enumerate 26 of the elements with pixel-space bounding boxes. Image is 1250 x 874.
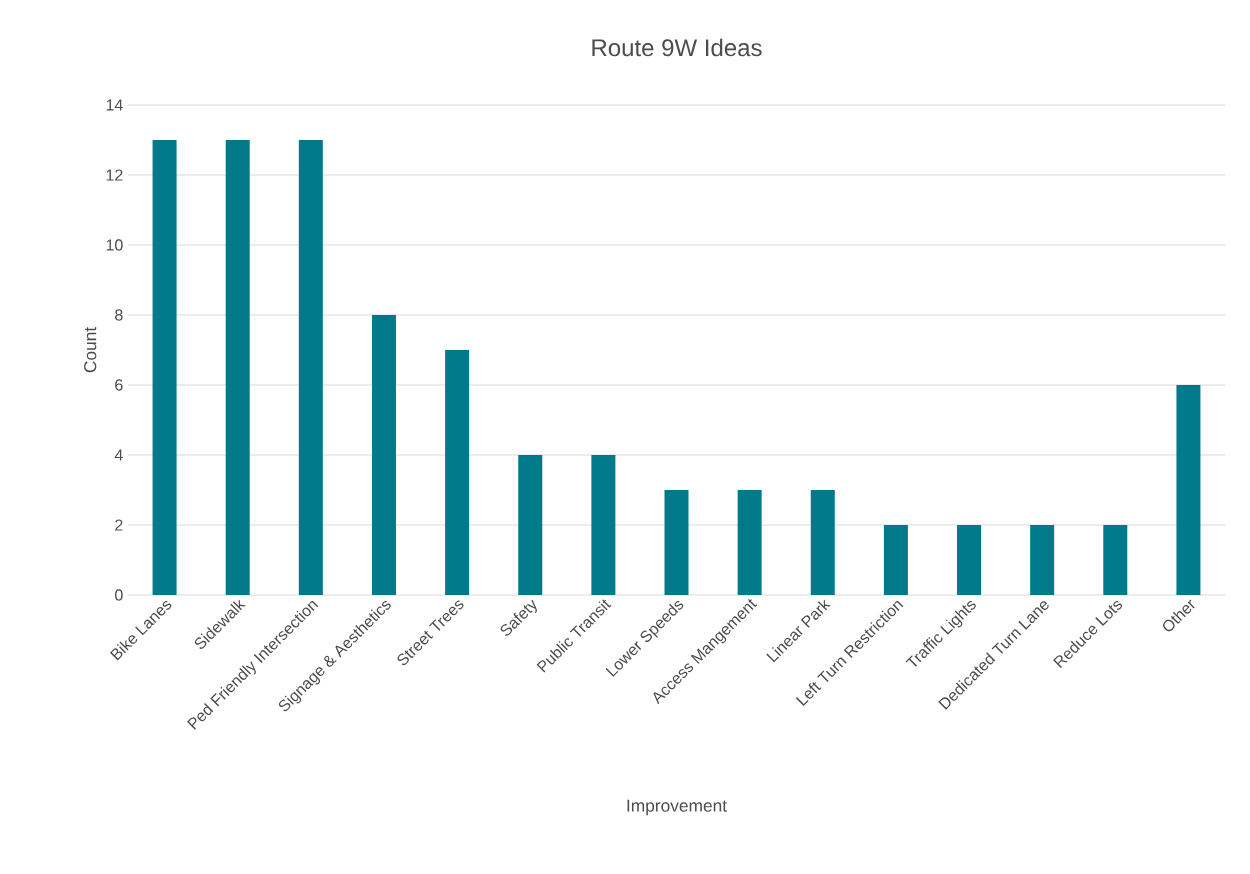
y-tick-label: 12	[106, 169, 123, 181]
bar	[737, 489, 762, 595]
chart-title: Route 9W Ideas	[592, 38, 762, 57]
bar	[225, 139, 250, 595]
bar	[591, 454, 616, 595]
bar	[445, 349, 470, 595]
bar	[883, 524, 908, 595]
bar	[957, 524, 982, 595]
y-tick-label: 8	[115, 309, 123, 321]
bar	[298, 139, 323, 595]
bar	[371, 314, 396, 595]
bar	[1176, 384, 1201, 595]
y-tick-label: 10	[106, 239, 123, 251]
y-tick-label: 6	[115, 379, 123, 391]
bar	[152, 139, 177, 595]
y-tick-label: 14	[106, 99, 123, 111]
y-axis-title: Count	[84, 327, 97, 373]
y-tick-label: 4	[114, 449, 123, 461]
bar	[810, 489, 835, 595]
bar	[1103, 524, 1128, 595]
y-tick-label: 0	[115, 589, 123, 601]
bar	[518, 454, 543, 595]
y-tick-label: 2	[115, 519, 123, 531]
bar	[664, 489, 689, 595]
x-axis-title: Improvement	[627, 799, 727, 816]
bar	[1030, 524, 1055, 595]
